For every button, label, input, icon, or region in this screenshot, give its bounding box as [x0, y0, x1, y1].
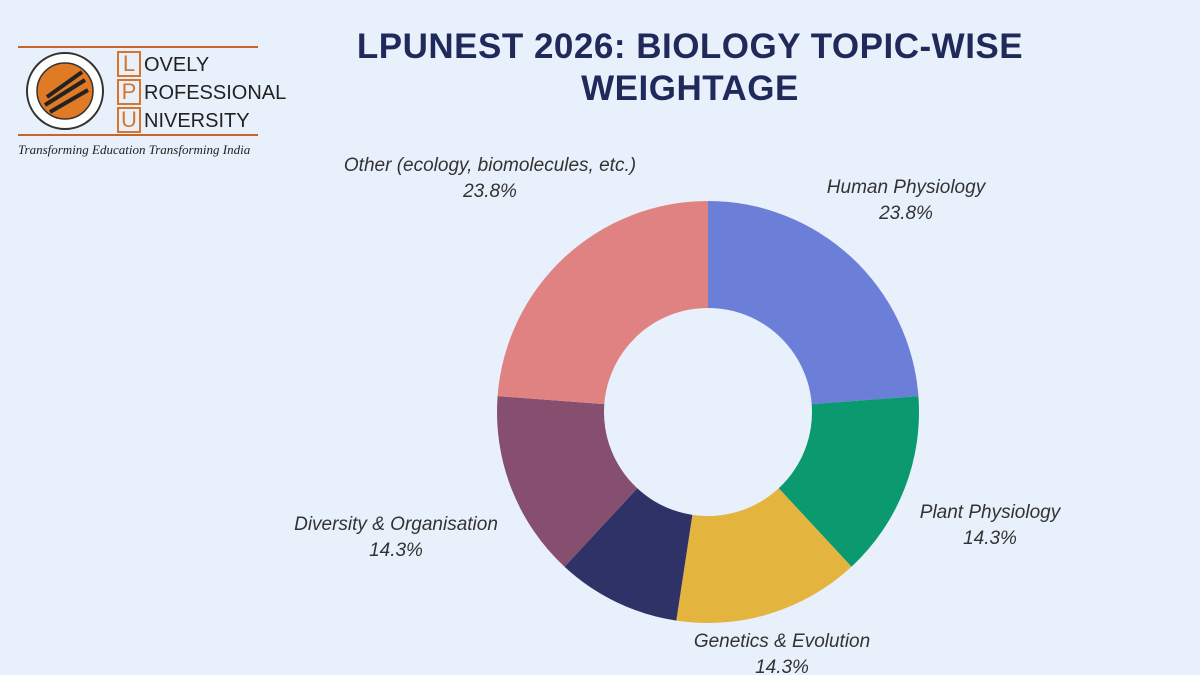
logo-letter: P — [122, 79, 137, 104]
donut-slice — [564, 488, 693, 621]
logo-letter: U — [121, 107, 137, 132]
logo-word: NIVERSITY — [144, 110, 250, 132]
logo-box — [117, 51, 141, 77]
slice-value-label: 14.3% — [755, 657, 809, 675]
slice-value-label: 14.3% — [963, 528, 1017, 549]
logo-word: ROFESSIONAL — [144, 82, 286, 104]
chart-title: LPUNEST 2026: BIOLOGY TOPIC-WISE WEIGHTA… — [356, 27, 1024, 108]
donut-slice — [676, 488, 852, 623]
logo-letter: L — [123, 51, 135, 76]
slice-value-label: 14.3% — [369, 540, 423, 561]
slice-label: Genetics & Evolution — [694, 631, 870, 652]
logo-word: OVELY — [144, 54, 209, 76]
slice-label: Other (ecology, biomolecules, etc.) — [344, 155, 636, 176]
logo-emblem — [43, 70, 90, 114]
slice-label: Human Physiology — [827, 177, 987, 198]
donut-slice — [497, 201, 708, 405]
logo-box — [117, 79, 141, 105]
logo: L P U OVELY ROFESSIONAL NIVERSITY Transf… — [18, 46, 286, 157]
slice-value-label: 23.8% — [462, 181, 517, 202]
donut-slice — [497, 396, 638, 567]
slice-label: Plant Physiology — [920, 502, 1062, 523]
logo-box — [117, 107, 141, 133]
donut-slice — [778, 396, 919, 567]
logo-tagline: Transforming Education Transforming Indi… — [18, 142, 251, 157]
slice-label: Diversity & Organisation — [294, 514, 498, 535]
slice-value-label: 23.8% — [878, 203, 933, 224]
donut-slice — [708, 201, 919, 405]
